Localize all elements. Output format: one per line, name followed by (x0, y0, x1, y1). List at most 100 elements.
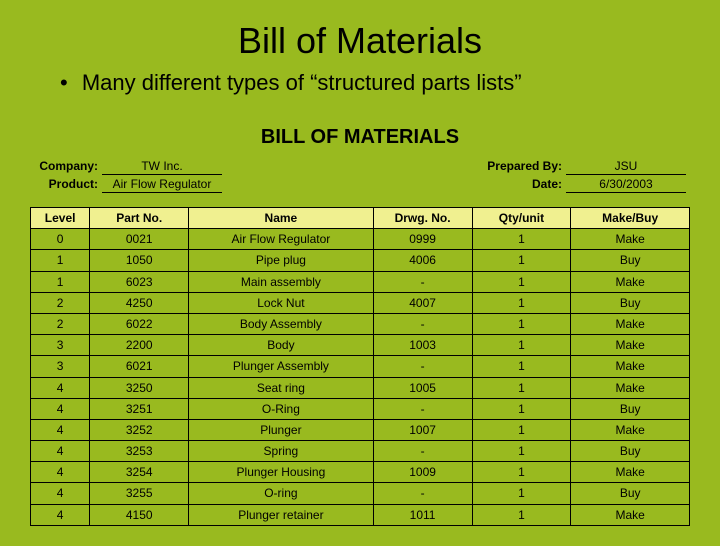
table-cell: 0999 (373, 229, 472, 250)
table-cell: O-Ring (189, 398, 374, 419)
table-cell: Body Assembly (189, 313, 374, 334)
table-cell: - (373, 356, 472, 377)
table-row: 43253Spring-1Buy (31, 441, 690, 462)
table-cell: 4 (31, 504, 90, 525)
table-cell: Spring (189, 441, 374, 462)
table-cell: 4 (31, 483, 90, 504)
bom-table-head: LevelPart No.NameDrwg. No.Qty/unitMake/B… (31, 208, 690, 229)
table-cell: Make (571, 229, 690, 250)
table-cell: 1 (472, 335, 571, 356)
table-cell: Make (571, 504, 690, 525)
page-title: Bill of Materials (30, 20, 690, 62)
table-cell: 1 (472, 313, 571, 334)
table-row: 11050Pipe plug40061Buy (31, 250, 690, 271)
table-cell: 4 (31, 462, 90, 483)
table-header-cell: Qty/unit (472, 208, 571, 229)
table-row: 32200Body10031Make (31, 335, 690, 356)
bom-meta: Company: TW Inc. Product: Air Flow Regul… (30, 159, 690, 193)
table-cell: Buy (571, 398, 690, 419)
table-cell: Make (571, 356, 690, 377)
table-cell: Make (571, 377, 690, 398)
meta-product-value: Air Flow Regulator (102, 177, 222, 193)
table-cell: 4 (31, 419, 90, 440)
table-cell: 1 (472, 398, 571, 419)
table-cell: Plunger (189, 419, 374, 440)
table-cell: 3 (31, 335, 90, 356)
table-cell: 1 (472, 504, 571, 525)
table-cell: O-ring (189, 483, 374, 504)
meta-date-label: Date: (476, 177, 566, 191)
bom-meta-left: Company: TW Inc. Product: Air Flow Regul… (34, 159, 222, 193)
table-cell: Make (571, 335, 690, 356)
bullet-text: Many different types of “structured part… (60, 70, 690, 96)
table-header-cell: Drwg. No. (373, 208, 472, 229)
bom-table: LevelPart No.NameDrwg. No.Qty/unitMake/B… (30, 207, 690, 526)
table-cell: 1 (472, 419, 571, 440)
table-cell: 1007 (373, 419, 472, 440)
table-cell: Buy (571, 441, 690, 462)
table-cell: 6021 (90, 356, 189, 377)
table-cell: - (373, 398, 472, 419)
table-cell: 1 (472, 483, 571, 504)
bom-meta-right: Prepared By: JSU Date: 6/30/2003 (476, 159, 686, 193)
table-row: 36021Plunger Assembly-1Make (31, 356, 690, 377)
table-cell: Buy (571, 250, 690, 271)
table-cell: 1 (472, 229, 571, 250)
table-row: 26022Body Assembly-1Make (31, 313, 690, 334)
meta-product-label: Product: (34, 177, 102, 191)
table-cell: 3251 (90, 398, 189, 419)
table-cell: 6022 (90, 313, 189, 334)
table-row: 43255O-ring-1Buy (31, 483, 690, 504)
table-cell: Main assembly (189, 271, 374, 292)
table-cell: Buy (571, 292, 690, 313)
slide: Bill of Materials Many different types o… (0, 0, 720, 546)
bom-table-body: 00021Air Flow Regulator09991Make11050Pip… (31, 229, 690, 526)
table-cell: 1 (472, 462, 571, 483)
table-cell: Make (571, 419, 690, 440)
meta-company-value: TW Inc. (102, 159, 222, 175)
table-cell: 1 (472, 441, 571, 462)
table-cell: 0021 (90, 229, 189, 250)
meta-company-label: Company: (34, 159, 102, 173)
table-cell: 4007 (373, 292, 472, 313)
meta-date: Date: 6/30/2003 (476, 177, 686, 193)
table-cell: 3 (31, 356, 90, 377)
table-cell: 2 (31, 313, 90, 334)
table-cell: Plunger Housing (189, 462, 374, 483)
meta-prepared-value: JSU (566, 159, 686, 175)
table-cell: 3253 (90, 441, 189, 462)
table-cell: Pipe plug (189, 250, 374, 271)
table-cell: Plunger Assembly (189, 356, 374, 377)
table-row: 24250Lock Nut40071Buy (31, 292, 690, 313)
table-cell: - (373, 271, 472, 292)
table-cell: 3255 (90, 483, 189, 504)
table-cell: 1 (472, 250, 571, 271)
table-row: 16023Main assembly-1Make (31, 271, 690, 292)
table-cell: 2200 (90, 335, 189, 356)
table-cell: 1 (31, 250, 90, 271)
table-header-cell: Make/Buy (571, 208, 690, 229)
table-cell: 1 (472, 292, 571, 313)
table-header-row: LevelPart No.NameDrwg. No.Qty/unitMake/B… (31, 208, 690, 229)
table-cell: 4 (31, 398, 90, 419)
table-cell: 1005 (373, 377, 472, 398)
table-row: 43251O-Ring-1Buy (31, 398, 690, 419)
table-cell: 4 (31, 441, 90, 462)
table-cell: 1009 (373, 462, 472, 483)
table-cell: Make (571, 313, 690, 334)
table-cell: Air Flow Regulator (189, 229, 374, 250)
table-header-cell: Name (189, 208, 374, 229)
table-cell: Make (571, 462, 690, 483)
table-cell: Seat ring (189, 377, 374, 398)
table-cell: 4 (31, 377, 90, 398)
meta-company: Company: TW Inc. (34, 159, 222, 175)
bom-heading: BILL OF MATERIALS (30, 126, 690, 149)
meta-prepared: Prepared By: JSU (476, 159, 686, 175)
table-cell: - (373, 313, 472, 334)
table-cell: 4006 (373, 250, 472, 271)
table-cell: 2 (31, 292, 90, 313)
table-row: 00021Air Flow Regulator09991Make (31, 229, 690, 250)
table-cell: 3254 (90, 462, 189, 483)
table-cell: 1003 (373, 335, 472, 356)
table-cell: 3252 (90, 419, 189, 440)
